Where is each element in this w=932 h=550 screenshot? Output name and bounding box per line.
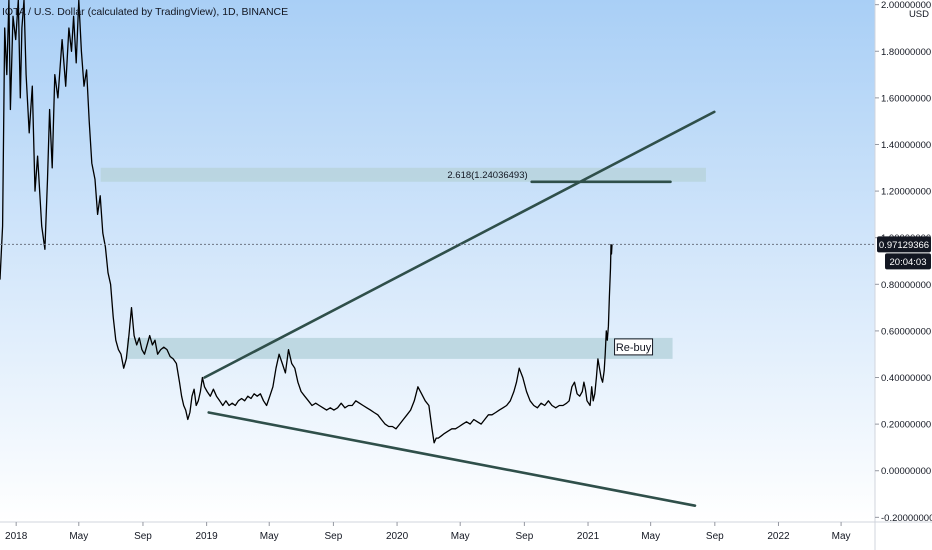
zone-0	[100, 167, 706, 182]
x-tick-label-1: May	[69, 531, 88, 542]
annotations: 2.618(1.24036493) Re-buy	[447, 170, 654, 356]
x-tick-label-7: May	[451, 531, 470, 542]
x-tick-label-5: Sep	[325, 531, 343, 542]
trendline-1[interactable]	[207, 411, 697, 507]
countdown-tag	[885, 253, 931, 270]
x-tick-label-12: 2022	[767, 531, 790, 542]
x-tick-label-6: 2020	[386, 531, 409, 542]
x-tick-label-10: May	[641, 531, 660, 542]
fib-level-label: 2.618(1.24036493)	[447, 170, 527, 181]
y-tick-label-8: 0.40000000	[881, 373, 931, 384]
trendlines[interactable]	[203, 110, 716, 507]
x-tick-label-11: Sep	[706, 531, 724, 542]
trendline-0[interactable]	[203, 110, 716, 379]
y-tick-label-0: 2.00000000	[881, 0, 931, 11]
y-tick-label-3: 1.40000000	[881, 140, 931, 151]
rebuy-label-box	[614, 338, 654, 356]
currency-label: USD	[909, 9, 929, 20]
y-tick-label-9: 0.20000000	[881, 420, 931, 431]
x-axis-ticks: 2018 May Sep 2019 May Sep 2020 May Sep 2021 May Sep…	[5, 522, 851, 542]
plot-background	[0, 0, 875, 522]
x-tick-label-2: Sep	[134, 531, 152, 542]
y-tick-label-10: 0.00000000	[881, 466, 931, 477]
rebuy-label: Re-buy	[616, 342, 652, 354]
x-tick-label-13: May	[832, 531, 851, 542]
price-series	[0, 0, 875, 444]
x-tick-label-8: Sep	[515, 531, 533, 542]
x-tick-label-3: 2019	[195, 531, 218, 542]
countdown-value: 20:04:03	[890, 257, 927, 268]
y-tick-label-4: 1.20000000	[881, 187, 931, 198]
y-tick-label-6: 0.80000000	[881, 280, 931, 291]
y-tick-label-2: 1.60000000	[881, 93, 931, 104]
y-tick-label-11: -0.20000000	[881, 513, 932, 524]
x-tick-label-4: May	[260, 531, 279, 542]
price-line-0	[0, 0, 613, 444]
price-tags: 0.97129366 20:04:03	[877, 236, 931, 270]
y-tick-label-7: 0.60000000	[881, 326, 931, 337]
current-price-value: 0.97129366	[879, 240, 929, 251]
x-tick-label-9: 2021	[577, 531, 600, 542]
current-price-tag	[877, 236, 931, 253]
symbol-title: IOTA / U.S. Dollar (calculated by Tradin…	[2, 6, 289, 18]
support-resistance-zones	[100, 167, 706, 359]
x-tick-label-0: 2018	[5, 531, 28, 542]
zone-1	[126, 337, 673, 359]
y-tick-label-1: 1.80000000	[881, 47, 931, 58]
